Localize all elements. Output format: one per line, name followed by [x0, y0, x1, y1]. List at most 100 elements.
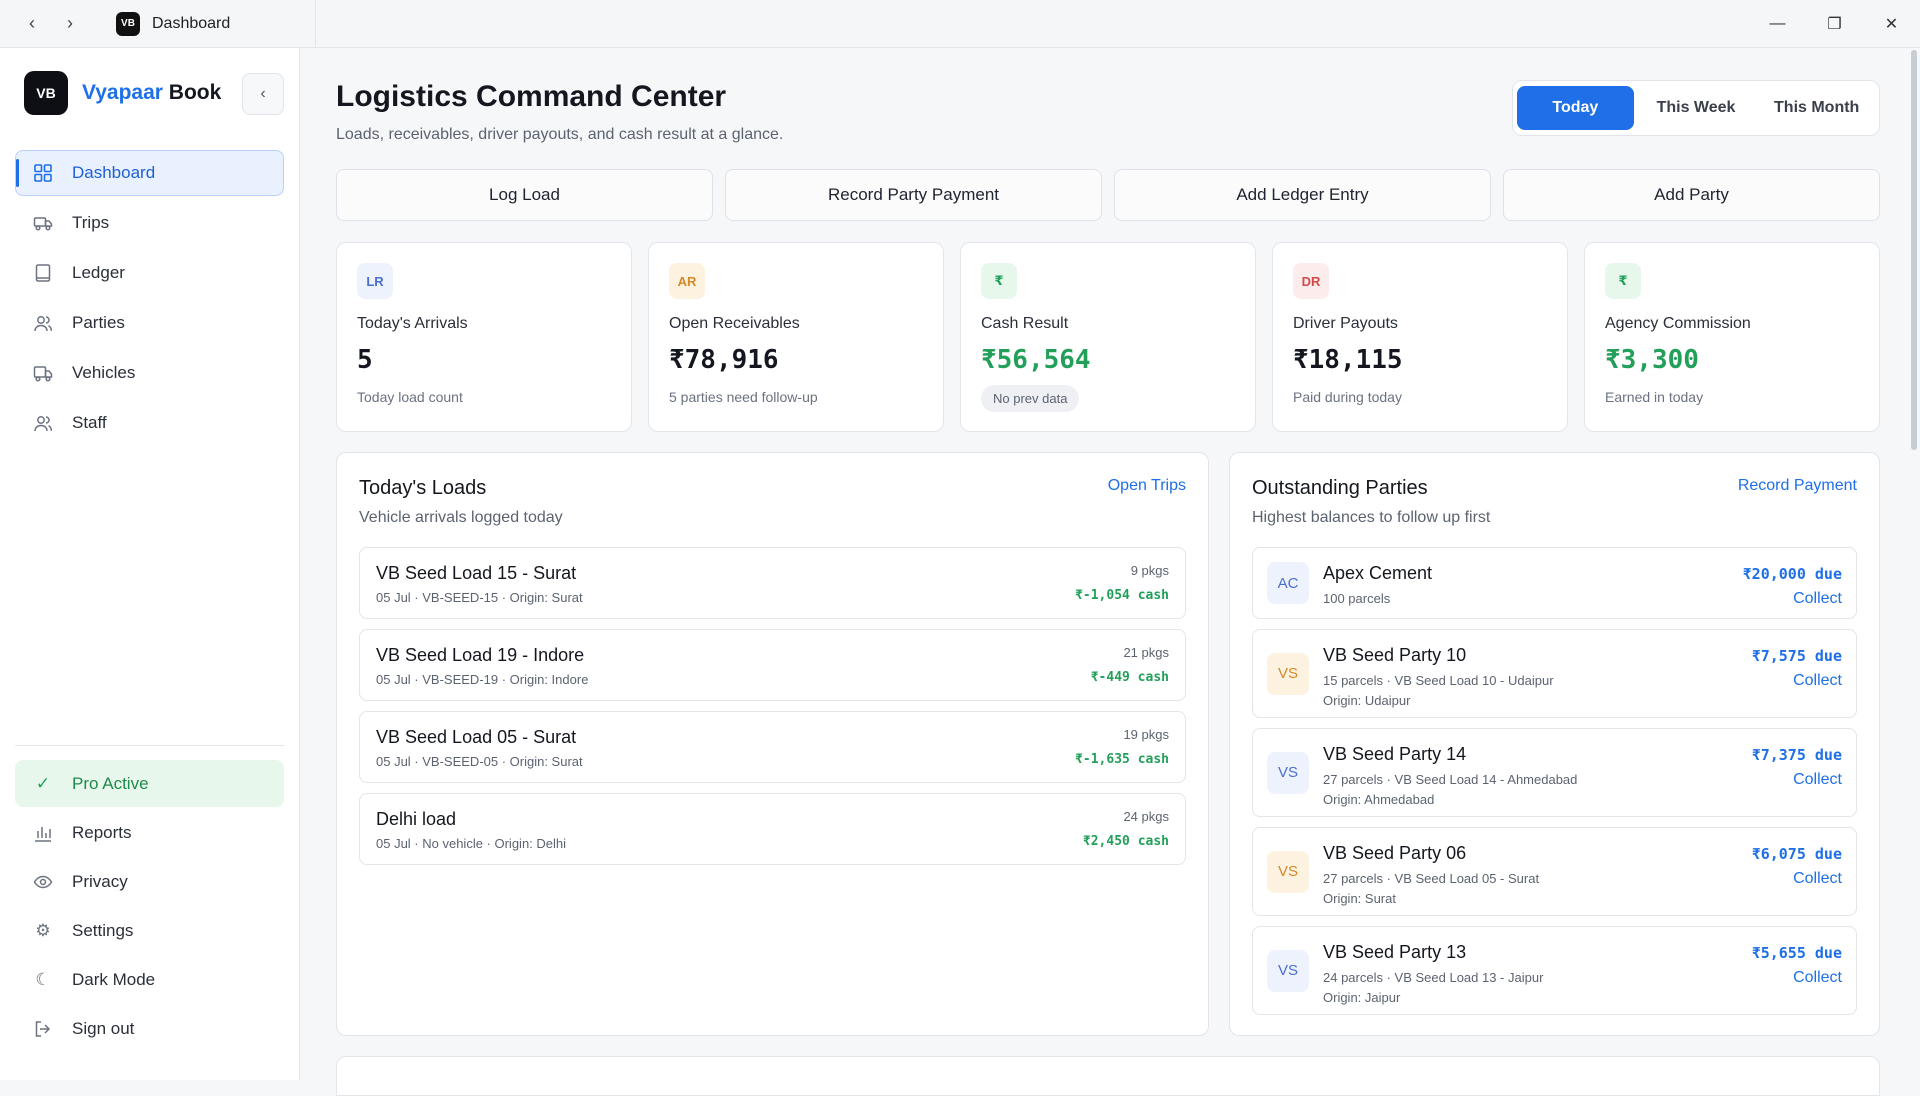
pro-status[interactable]: ✓ Pro Active	[15, 760, 284, 807]
scrollbar[interactable]	[1908, 48, 1920, 1080]
collapse-sidebar-button[interactable]: ‹	[242, 73, 284, 115]
minimize-icon[interactable]: —	[1769, 15, 1786, 32]
party-origin: Origin: Surat	[1323, 891, 1396, 906]
party-name: Apex Cement	[1323, 563, 1433, 583]
load-packages: 19 pkgs	[1123, 727, 1169, 742]
party-details: 24 parcels · VB Seed Load 13 - Jaipur	[1323, 970, 1544, 985]
avatar: VS	[1267, 850, 1309, 893]
stat-label: Agency Commission	[1605, 315, 1751, 332]
add-ledger-entry-button[interactable]: Add Ledger Entry	[1114, 169, 1491, 221]
sidebar-divider	[15, 745, 284, 746]
record-payment-link[interactable]: Record Payment	[1737, 477, 1857, 494]
sidebar-item-label: Dark Mode	[72, 969, 156, 989]
sidebar-item-privacy[interactable]: Privacy	[15, 858, 284, 905]
sidebar: VB Vyapaar Book ‹ Dashboard Trips Ledger	[0, 48, 300, 1080]
range-month-button[interactable]: This Month	[1774, 99, 1860, 116]
log-load-button[interactable]: Log Load	[336, 169, 713, 221]
sidebar-item-dashboard[interactable]: Dashboard	[15, 150, 284, 196]
page-title: Logistics Command Center	[336, 80, 727, 113]
brand-name-primary: Vyapaar	[82, 81, 163, 104]
sidebar-item-label: Parties	[72, 313, 125, 332]
stat-footnote: Earned in today	[1605, 389, 1704, 405]
window-tab[interactable]: VB Dashboard	[100, 0, 316, 48]
load-name: Delhi load	[376, 809, 457, 829]
stat-cards: LR Today's Arrivals 5 Today load count A…	[336, 242, 1880, 432]
stat-badge: DR	[1293, 263, 1329, 299]
close-icon[interactable]: ✕	[1884, 16, 1899, 33]
panel-subtitle: Highest balances to follow up first	[1252, 509, 1491, 526]
load-meta: 05 Jul · VB-SEED-15 · Origin: Surat	[376, 590, 583, 605]
collect-link[interactable]: Collect	[1793, 590, 1842, 607]
collect-link[interactable]: Collect	[1793, 870, 1842, 887]
moon-icon: ☾	[35, 969, 51, 989]
load-meta: 05 Jul · VB-SEED-05 · Origin: Surat	[376, 754, 583, 769]
stat-value: 5	[357, 345, 373, 375]
brand-name-secondary: Book	[162, 81, 222, 104]
scrollbar-thumb[interactable]	[1911, 50, 1917, 450]
sidebar-item-parties[interactable]: Parties	[15, 300, 284, 346]
parties-list: AC Apex Cement 100 parcels ₹20,000 due C…	[1252, 547, 1857, 1025]
bar-chart-icon	[32, 822, 54, 844]
party-details: 27 parcels · VB Seed Load 05 - Surat	[1323, 871, 1540, 886]
users-icon	[32, 412, 54, 434]
list-item[interactable]: Delhi load 05 Jul · No vehicle · Origin:…	[359, 793, 1186, 865]
stat-label: Today's Arrivals	[357, 315, 468, 332]
party-origin: Origin: Jaipur	[1323, 990, 1401, 1005]
stat-label: Cash Result	[981, 315, 1069, 332]
list-item: VS VB Seed Party 06 27 parcels · VB Seed…	[1252, 827, 1857, 916]
collect-link[interactable]: Collect	[1793, 771, 1842, 788]
sidebar-item-label: Sign out	[72, 1018, 135, 1038]
stat-badge: LR	[357, 263, 393, 299]
sign-out-button[interactable]: Sign out	[15, 1005, 284, 1052]
sidebar-item-ledger[interactable]: Ledger	[15, 250, 284, 296]
sidebar-item-trips[interactable]: Trips	[15, 200, 284, 246]
party-due: ₹5,655 due	[1751, 944, 1842, 962]
sidebar-item-label: Settings	[72, 920, 134, 940]
gear-icon: ⚙	[35, 920, 51, 940]
sidebar-item-label: Reports	[72, 822, 132, 842]
stat-value: ₹3,300	[1605, 345, 1699, 375]
sidebar-item-label: Staff	[72, 413, 107, 432]
list-item: AC Apex Cement 100 parcels ₹20,000 due C…	[1252, 547, 1857, 619]
stat-label: Open Receivables	[669, 315, 800, 332]
brand[interactable]: VB Vyapaar Book	[24, 71, 221, 115]
sidebar-item-staff[interactable]: Staff	[15, 400, 284, 446]
list-item[interactable]: VB Seed Load 05 - Surat 05 Jul · VB-SEED…	[359, 711, 1186, 783]
sidebar-item-vehicles[interactable]: Vehicles	[15, 350, 284, 396]
restore-icon[interactable]: ❐	[1827, 16, 1842, 33]
party-name: VB Seed Party 06	[1323, 843, 1467, 863]
open-trips-link[interactable]: Open Trips	[1107, 477, 1186, 494]
load-meta: 05 Jul · VB-SEED-19 · Origin: Indore	[376, 672, 589, 687]
party-due: ₹6,075 due	[1751, 845, 1842, 863]
collect-link[interactable]: Collect	[1793, 969, 1842, 986]
collect-link[interactable]: Collect	[1793, 672, 1842, 689]
party-details: 15 parcels · VB Seed Load 10 - Udaipur	[1323, 673, 1554, 688]
brand-logo-icon: VB	[24, 71, 68, 115]
stat-footnote: Paid during today	[1293, 389, 1402, 405]
range-today-button[interactable]: Today	[1517, 86, 1634, 130]
stat-card-cash-result: ₹ Cash Result ₹56,564 No prev data	[960, 242, 1256, 432]
range-week-button[interactable]: This Week	[1656, 99, 1736, 116]
list-item[interactable]: VB Seed Load 19 - Indore 05 Jul · VB-SEE…	[359, 629, 1186, 701]
truck-icon	[32, 212, 54, 234]
back-icon[interactable]: ‹	[29, 13, 35, 33]
stat-card-receivables: AR Open Receivables ₹78,916 5 parties ne…	[648, 242, 944, 432]
list-item[interactable]: VB Seed Load 15 - Surat 05 Jul · VB-SEED…	[359, 547, 1186, 619]
stat-label: Driver Payouts	[1293, 315, 1398, 332]
title-bar: ‹ › VB Dashboard — ❐ ✕	[0, 0, 1920, 48]
sidebar-item-reports[interactable]: Reports	[15, 809, 284, 856]
sidebar-item-label: Trips	[72, 213, 110, 232]
add-party-button[interactable]: Add Party	[1503, 169, 1880, 221]
sidebar-item-label: Privacy	[72, 871, 128, 891]
stat-card-arrivals: LR Today's Arrivals 5 Today load count	[336, 242, 632, 432]
sidebar-item-label: Pro Active	[72, 773, 149, 793]
load-cash: ₹-1,054 cash	[1075, 588, 1169, 603]
record-party-payment-button[interactable]: Record Party Payment	[725, 169, 1102, 221]
dark-mode-toggle[interactable]: ☾ Dark Mode	[15, 956, 284, 1003]
party-details: 27 parcels · VB Seed Load 14 - Ahmedabad	[1323, 772, 1578, 787]
load-name: VB Seed Load 15 - Surat	[376, 563, 577, 583]
panel-title: Today's Loads	[359, 477, 487, 499]
sidebar-item-settings[interactable]: ⚙ Settings	[15, 907, 284, 954]
forward-icon[interactable]: ›	[67, 13, 73, 33]
quick-actions: Log Load Record Party Payment Add Ledger…	[336, 169, 1880, 221]
